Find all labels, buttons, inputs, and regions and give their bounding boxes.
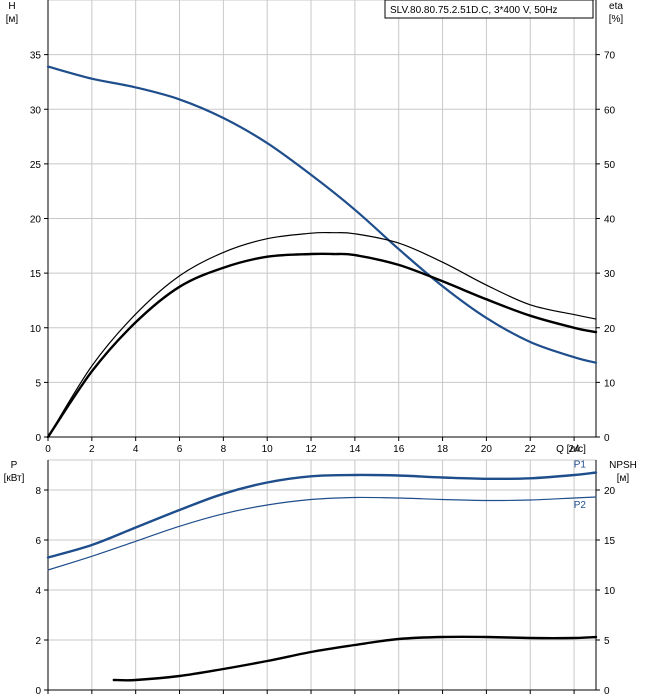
legend-text: SLV.80.80.75.2.51D.C, 3*400 V, 50Hz [390,5,558,16]
top-left-tick-label: 35 [30,51,42,62]
bottom-left-axis-title: P [11,460,18,471]
series-label-p1: P1 [574,460,587,471]
top-x-tick-label: 14 [349,444,361,455]
top-right-tick-label: 10 [604,378,616,389]
top-right-tick-label: 70 [604,51,616,62]
top-series-line-2 [46,252,598,439]
top-x-tick-label: 24 [569,444,581,455]
top-x-tick-label: 8 [221,444,227,455]
top-left-tick-label: 5 [35,378,41,389]
top-x-tick-label: 10 [262,444,274,455]
top-x-tick-label: 22 [525,444,537,455]
bottom-right-tick-label: 0 [604,686,610,697]
bottom-right-tick-label: 20 [604,486,616,497]
top-left-tick-label: 30 [30,105,42,116]
top-x-tick-label: 20 [481,444,493,455]
bottom-series-line-2 [112,635,598,682]
top-x-tick-label: 18 [437,444,449,455]
top-x-tick-label: 6 [177,444,183,455]
top-left-axis-title: H [8,1,15,12]
top-left-tick-label: 15 [30,269,42,280]
top-x-tick-label: 2 [89,444,95,455]
bottom-left-tick-label: 8 [35,486,41,497]
bottom-series-line-0 [46,471,598,559]
top-left-tick-label: 10 [30,324,42,335]
bottom-right-tick-label: 5 [604,636,610,647]
top-left-axis-unit: [м] [6,14,19,25]
bottom-right-tick-label: 10 [604,586,616,597]
legend-box [384,0,594,19]
bottom-left-tick-label: 2 [35,636,41,647]
top-right-tick-label: 20 [604,324,616,335]
top-right-axis-unit: [%] [609,14,624,25]
x-axis-label: Q [л/с] [556,444,586,455]
top-right-tick-label: 40 [604,215,616,226]
top-right-tick-label: 0 [604,433,610,444]
top-right-axis-title: eta [609,1,623,12]
bottom-right-axis-title: NPSH [609,460,637,471]
bottom-series-line-1 [47,496,597,571]
top-right-tick-label: 50 [604,160,616,171]
top-x-tick-label: 12 [305,444,317,455]
top-x-tick-label: 0 [45,444,51,455]
bottom-left-tick-label: 0 [35,686,41,697]
top-series-line-0 [46,65,598,364]
top-left-tick-label: 0 [35,433,41,444]
top-left-tick-label: 25 [30,160,42,171]
top-right-tick-label: 60 [604,105,616,116]
bottom-left-tick-label: 4 [35,586,41,597]
bottom-left-tick-label: 6 [35,536,41,547]
series-label-p2: P2 [574,500,587,511]
top-left-tick-label: 20 [30,215,42,226]
bottom-left-axis-unit: [кВт] [4,473,25,484]
bottom-right-axis-unit: [м] [617,473,630,484]
top-right-tick-label: 30 [604,269,616,280]
top-x-tick-label: 4 [133,444,139,455]
top-series-line-1 [47,231,597,438]
bottom-right-tick-label: 15 [604,536,616,547]
top-x-tick-label: 16 [393,444,405,455]
